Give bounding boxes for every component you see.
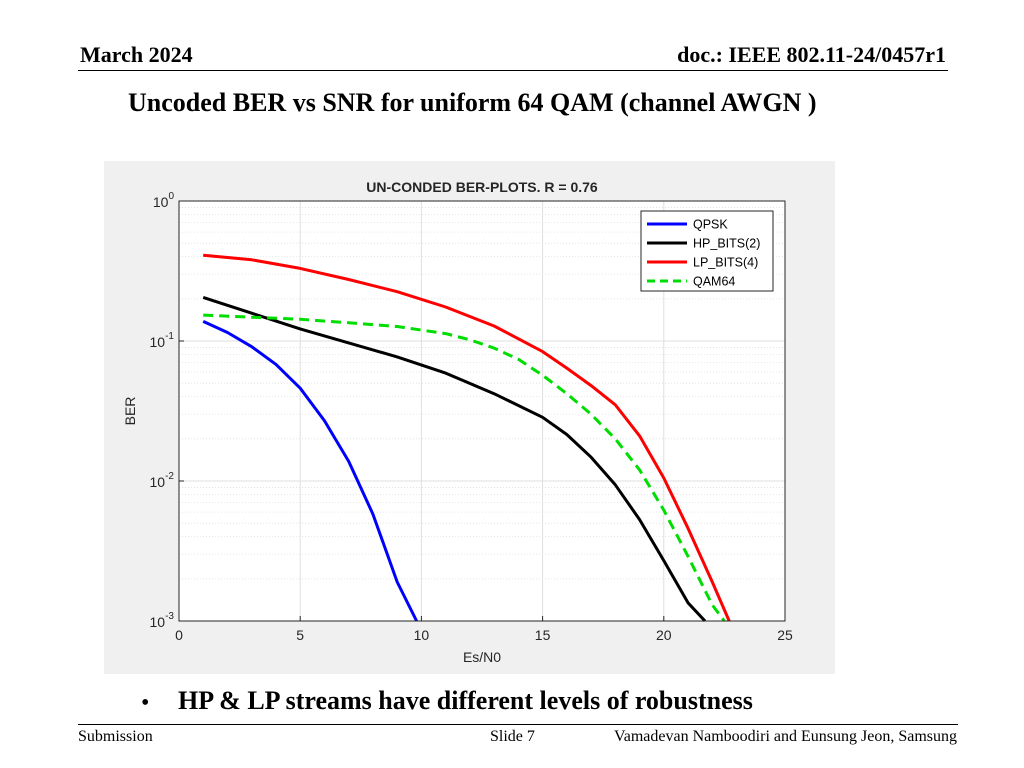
y-tick-label: 10-3 <box>150 611 175 630</box>
chart-legend: QPSK HP_BITS(2) LP_BITS(4) QAM64 <box>640 210 774 292</box>
legend-label: HP_BITS(2) <box>693 237 760 251</box>
bullet-text: HP & LP streams have different levels of… <box>178 686 753 715</box>
footer-slide-number: Slide 7 <box>490 728 535 745</box>
x-tick-label: 0 <box>175 627 183 643</box>
y-tick-label: 10-1 <box>150 331 175 350</box>
x-tick-label: 10 <box>414 627 430 643</box>
slide-title: Uncoded BER vs SNR for uniform 64 QAM (c… <box>128 88 817 117</box>
y-axis-label: BER <box>122 397 138 426</box>
header-doc-id: doc.: IEEE 802.11-24/0457r1 <box>677 42 946 67</box>
axes-frame <box>178 200 786 622</box>
figure-panel: 0 5 10 15 20 25 100 10-1 10-2 10-3 UN-CONDED BER-P… <box>104 161 835 674</box>
chart-title: UN-CONDED BER-PLOTS. R = 0.76 <box>366 179 598 195</box>
x-tick-label: 5 <box>296 627 304 643</box>
series-line-lp-bits-4 <box>203 253 731 622</box>
footer-rule <box>78 724 958 725</box>
footer-authors: Vamadevan Namboodiri and Eunsung Jeon, S… <box>613 728 957 745</box>
x-tick-label: 20 <box>656 627 672 643</box>
series-line-qam64 <box>203 313 726 622</box>
legend-label: LP_BITS(4) <box>693 256 758 270</box>
series-line-qpsk <box>202 320 418 622</box>
footer-submission: Submission <box>78 728 153 745</box>
series-line-hp-bits-2 <box>202 295 707 623</box>
x-tick-label: 15 <box>535 627 551 643</box>
y-tick-label: 10-2 <box>150 471 175 490</box>
x-axis-label: Es/N0 <box>463 649 501 665</box>
header-date: March 2024 <box>80 42 193 67</box>
y-tick-label: 100 <box>153 191 175 210</box>
legend-label: QAM64 <box>693 275 735 289</box>
legend-label: QPSK <box>693 218 728 232</box>
x-tick-label: 25 <box>777 627 793 643</box>
header-rule <box>78 70 948 71</box>
bullet-marker: • <box>141 690 150 716</box>
ber-chart: 0 5 10 15 20 25 100 10-1 10-2 10-3 UN-CONDED BER-P… <box>122 179 793 665</box>
